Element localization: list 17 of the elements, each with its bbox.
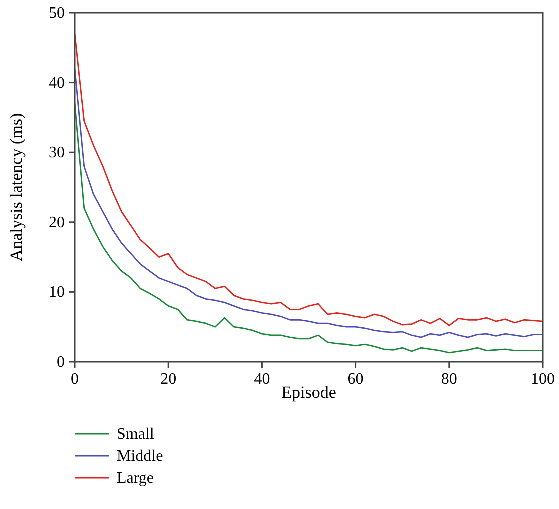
y-axis-title: Analysis latency (ms) bbox=[7, 113, 26, 262]
x-axis-title: Episode bbox=[282, 383, 336, 402]
legend-label: Middle bbox=[117, 448, 164, 465]
x-tick-label: 80 bbox=[441, 371, 458, 388]
legend-label: Large bbox=[117, 470, 154, 487]
x-tick-label: 0 bbox=[71, 371, 79, 388]
legend-label: Small bbox=[117, 426, 155, 443]
x-tick-label: 40 bbox=[254, 371, 270, 388]
x-tick-label: 20 bbox=[160, 371, 177, 388]
y-tick-label: 20 bbox=[49, 214, 65, 232]
y-tick-label: 50 bbox=[49, 5, 65, 22]
y-tick-label: 30 bbox=[49, 144, 65, 162]
x-tick-label: 60 bbox=[348, 371, 364, 388]
y-tick-label: 0 bbox=[57, 354, 65, 371]
x-tick-label: 100 bbox=[531, 371, 555, 388]
y-tick-label: 40 bbox=[49, 74, 65, 92]
y-tick-label: 10 bbox=[49, 284, 65, 302]
